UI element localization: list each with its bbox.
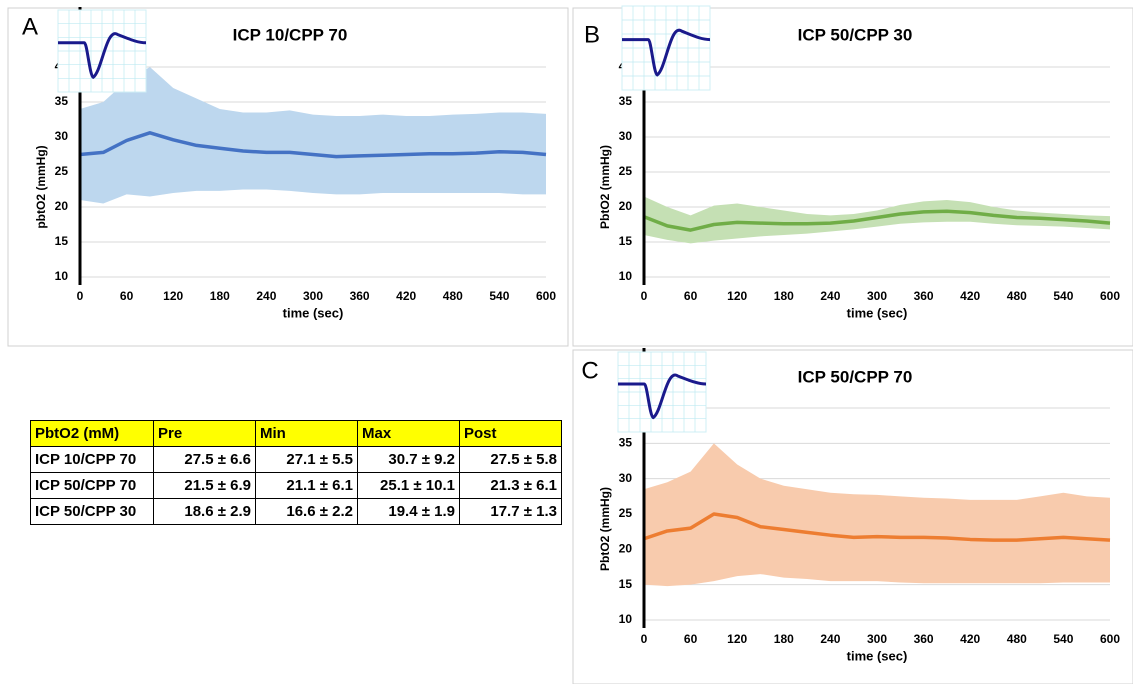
x-tick-label: 540 <box>489 289 509 303</box>
y-tick-label: 15 <box>619 234 633 248</box>
x-tick-label: 420 <box>396 289 416 303</box>
y-axis-title: PbtO2 (mmHg) <box>598 145 612 229</box>
x-axis-title: time (sec) <box>847 305 908 320</box>
header-cell: PbtO2 (mM) <box>31 421 154 447</box>
y-tick-label: 20 <box>55 199 69 213</box>
y-tick-label: 15 <box>55 234 69 248</box>
x-tick-label: 0 <box>641 632 648 646</box>
x-tick-label: 360 <box>350 289 370 303</box>
x-axis-title: time (sec) <box>283 305 344 320</box>
x-tick-label: 60 <box>120 289 134 303</box>
header-cell: Max <box>358 421 460 447</box>
header-cell: Min <box>256 421 358 447</box>
waveform-inset <box>618 352 706 432</box>
y-tick-label: 35 <box>619 94 633 108</box>
x-tick-label: 240 <box>820 632 840 646</box>
cell: 19.4 ± 1.9 <box>358 499 460 525</box>
x-tick-label: 0 <box>77 289 84 303</box>
row-label: ICP 50/CPP 30 <box>31 499 154 525</box>
x-tick-label: 120 <box>727 289 747 303</box>
x-tick-label: 60 <box>684 632 698 646</box>
x-tick-label: 120 <box>727 632 747 646</box>
y-tick-label: 35 <box>619 436 633 450</box>
x-tick-label: 480 <box>443 289 463 303</box>
chart-title: ICP 10/CPP 70 <box>233 25 348 44</box>
y-tick-label: 20 <box>619 199 633 213</box>
x-tick-label: 60 <box>684 289 698 303</box>
x-tick-label: 360 <box>914 289 934 303</box>
x-axis-title: time (sec) <box>847 648 908 663</box>
x-tick-label: 540 <box>1053 289 1073 303</box>
header-cell: Post <box>460 421 562 447</box>
chart-title: ICP 50/CPP 70 <box>798 367 913 386</box>
row-label: ICP 10/CPP 70 <box>31 447 154 473</box>
y-axis-title: PbtO2 (mmHg) <box>598 487 612 571</box>
x-tick-label: 360 <box>914 632 934 646</box>
y-tick-label: 30 <box>619 129 633 143</box>
x-tick-label: 600 <box>536 289 556 303</box>
chart-title: ICP 50/CPP 30 <box>798 25 913 44</box>
x-tick-label: 480 <box>1007 632 1027 646</box>
row-label: ICP 50/CPP 70 <box>31 473 154 499</box>
y-tick-label: 10 <box>619 612 633 626</box>
y-tick-label: 25 <box>55 164 69 178</box>
cell: 27.5 ± 6.6 <box>154 447 256 473</box>
panel-letter: C <box>581 357 598 384</box>
cell: 17.7 ± 1.3 <box>460 499 562 525</box>
cell: 21.1 ± 6.1 <box>256 473 358 499</box>
y-tick-label: 20 <box>619 542 633 556</box>
figure: 1015202530354006012018024030036042048054… <box>0 0 1133 684</box>
x-tick-label: 300 <box>867 632 887 646</box>
cell: 27.5 ± 5.8 <box>460 447 562 473</box>
y-axis-title: pbtO2 (mmHg) <box>34 145 48 228</box>
x-tick-label: 300 <box>303 289 323 303</box>
y-tick-label: 25 <box>619 164 633 178</box>
cell: 25.1 ± 10.1 <box>358 473 460 499</box>
y-tick-label: 15 <box>619 577 633 591</box>
waveform-inset <box>58 10 146 92</box>
cell: 21.5 ± 6.9 <box>154 473 256 499</box>
table-header: PbtO2 (mM) Pre Min Max Post <box>31 421 562 447</box>
cell: 27.1 ± 5.5 <box>256 447 358 473</box>
cell: 30.7 ± 9.2 <box>358 447 460 473</box>
x-tick-label: 240 <box>820 289 840 303</box>
band <box>80 67 546 204</box>
x-tick-label: 180 <box>210 289 230 303</box>
y-tick-label: 35 <box>55 94 69 108</box>
x-tick-label: 540 <box>1053 632 1073 646</box>
y-tick-label: 30 <box>55 129 69 143</box>
x-tick-label: 180 <box>774 289 794 303</box>
cell: 21.3 ± 6.1 <box>460 473 562 499</box>
x-tick-label: 480 <box>1007 289 1027 303</box>
x-tick-label: 600 <box>1100 289 1120 303</box>
y-tick-label: 25 <box>619 506 633 520</box>
panel-letter: A <box>22 13 38 40</box>
charts: 1015202530354006012018024030036042048054… <box>0 0 1133 684</box>
waveform-inset <box>622 6 710 90</box>
cell: 18.6 ± 2.9 <box>154 499 256 525</box>
x-tick-label: 240 <box>256 289 276 303</box>
x-tick-label: 420 <box>960 289 980 303</box>
x-tick-label: 180 <box>774 632 794 646</box>
x-tick-label: 600 <box>1100 632 1120 646</box>
y-tick-label: 10 <box>619 269 633 283</box>
summary-table: PbtO2 (mM) Pre Min Max Post ICP 10/CPP 7… <box>30 420 562 525</box>
x-tick-label: 0 <box>641 289 648 303</box>
x-tick-label: 420 <box>960 632 980 646</box>
header-cell: Pre <box>154 421 256 447</box>
x-tick-label: 120 <box>163 289 183 303</box>
x-tick-label: 300 <box>867 289 887 303</box>
cell: 16.6 ± 2.2 <box>256 499 358 525</box>
y-tick-label: 10 <box>55 269 69 283</box>
y-tick-label: 30 <box>619 471 633 485</box>
panel-letter: B <box>584 21 600 48</box>
